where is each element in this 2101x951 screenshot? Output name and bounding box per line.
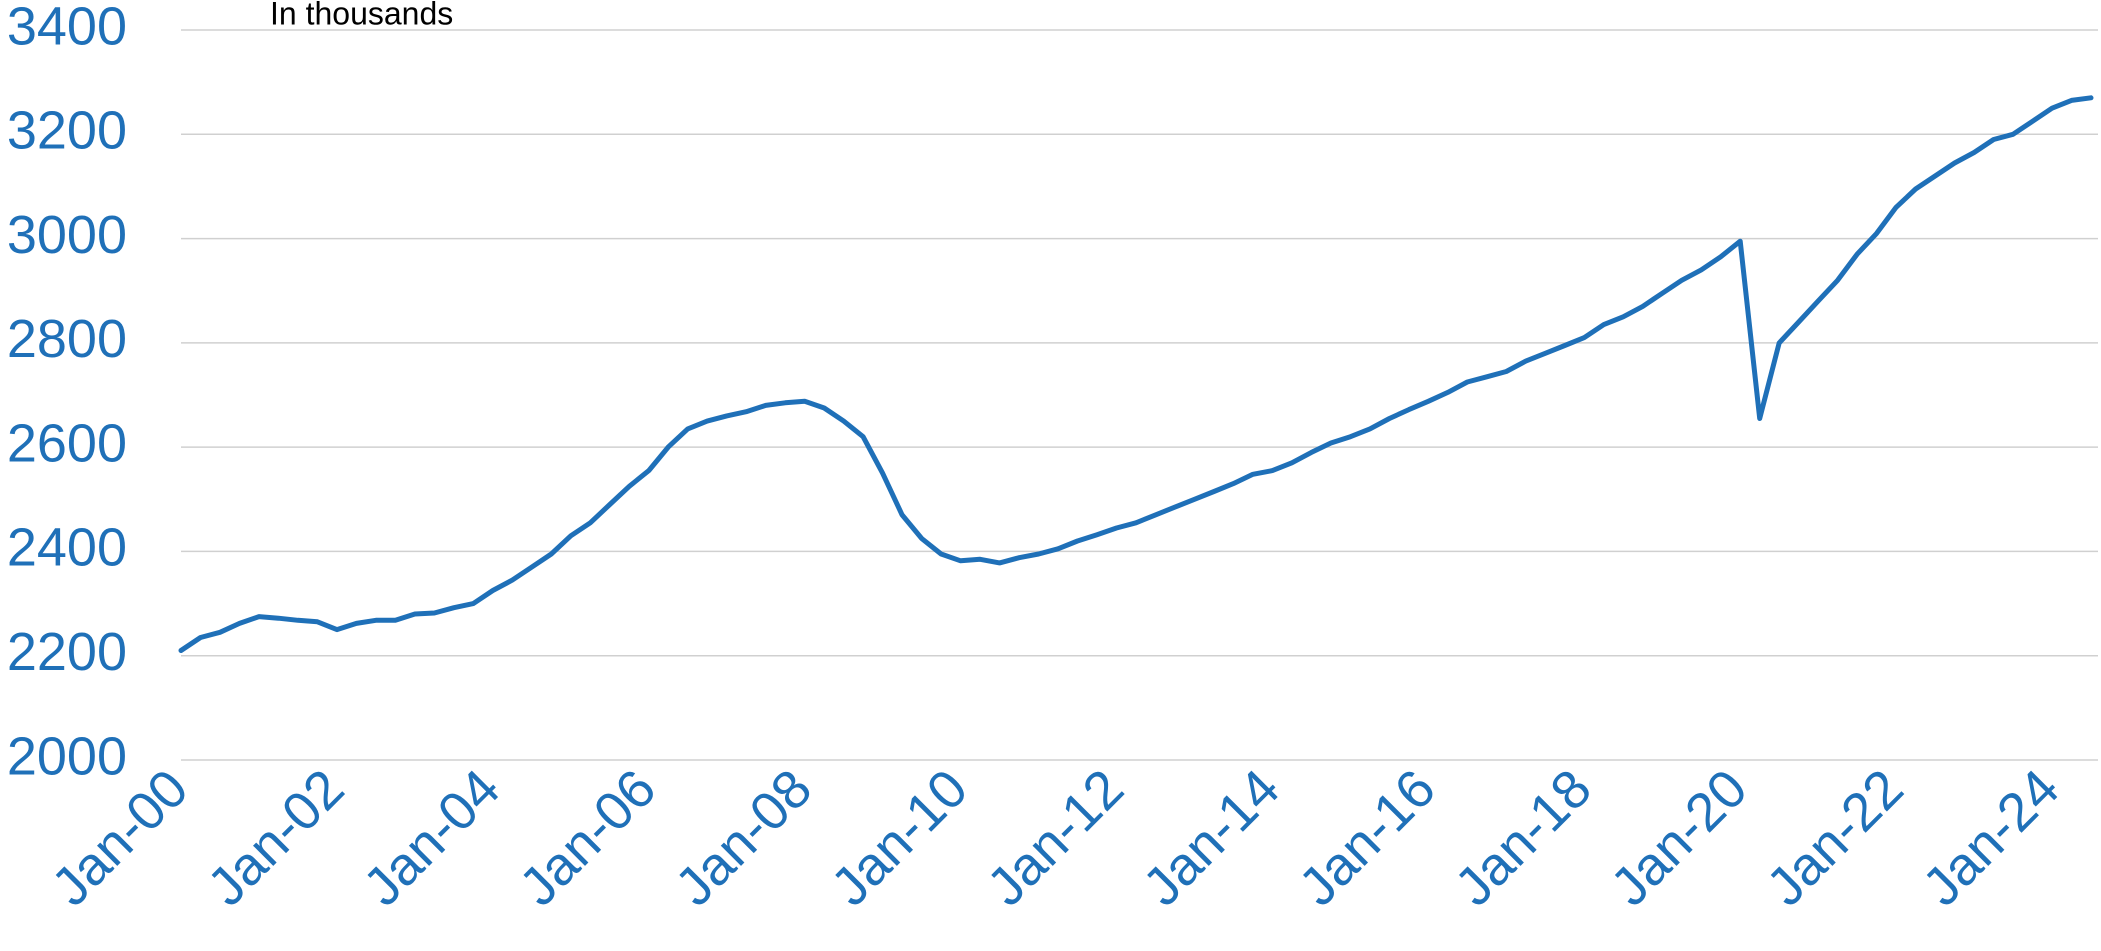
x-tick-label: Jan-08 — [664, 758, 823, 917]
y-tick-label: 3200 — [7, 101, 127, 161]
x-tick-label: Jan-04 — [352, 758, 511, 917]
x-tick-label: Jan-20 — [1600, 758, 1759, 917]
y-tick-label: 2800 — [7, 309, 127, 369]
data-line — [178, 95, 2094, 653]
subtitle: In thousands — [270, 0, 453, 31]
y-tick-label: 2200 — [7, 622, 127, 682]
x-tick-label: Jan-14 — [1132, 758, 1291, 917]
x-tick-label: Jan-10 — [820, 758, 979, 917]
x-tick-label: Jan-22 — [1755, 758, 1914, 917]
x-tick-label: Jan-12 — [976, 758, 1135, 917]
y-tick-label: 3400 — [7, 0, 127, 56]
x-tick-label: Jan-24 — [1911, 758, 2070, 917]
y-tick-label: 2600 — [7, 413, 127, 473]
x-tick-label: Jan-06 — [508, 758, 667, 917]
x-tick-label: Jan-18 — [1444, 758, 1603, 917]
x-tick-label: Jan-16 — [1288, 758, 1447, 917]
y-tick-label: 3000 — [7, 205, 127, 265]
y-tick-label: 2400 — [7, 518, 127, 578]
x-tick-label: Jan-02 — [196, 758, 355, 917]
y-tick-label: 2000 — [7, 726, 127, 786]
